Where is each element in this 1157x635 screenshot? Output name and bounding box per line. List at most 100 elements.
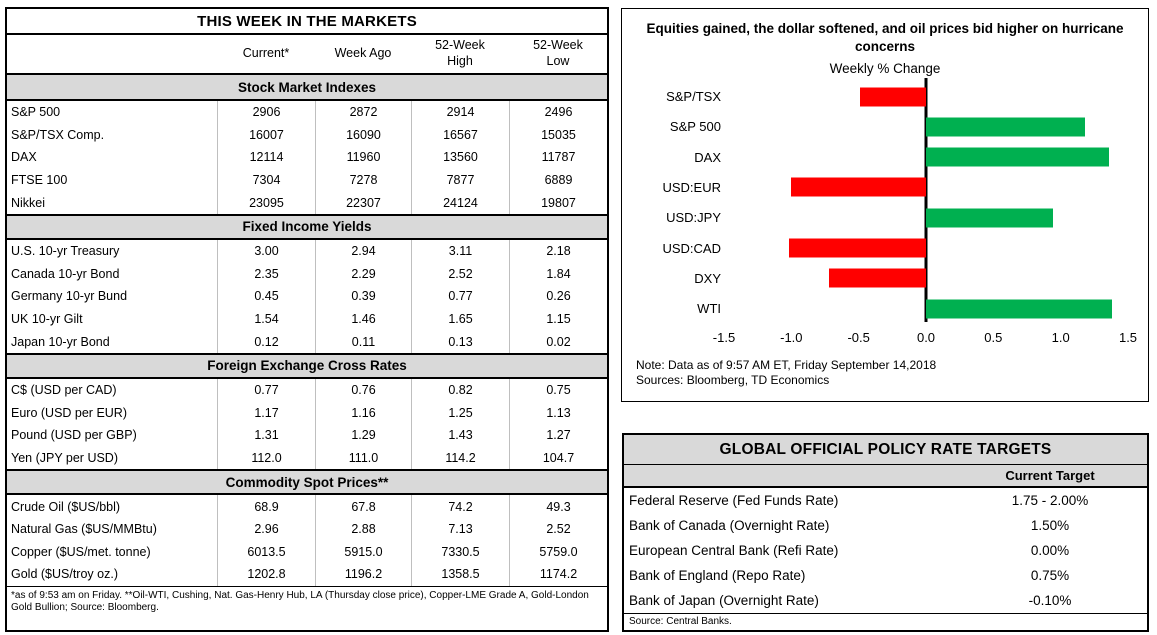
bar-track (724, 294, 1128, 324)
chart-title: Equities gained, the dollar softened, an… (646, 21, 1124, 55)
header-spacer (7, 35, 217, 73)
cell-52wk-low: 1.84 (509, 262, 607, 286)
cell-52wk-high: 74.2 (411, 495, 509, 518)
row-label: Crude Oil ($US/bbl) (11, 499, 121, 514)
table-row: Bank of Canada (Overnight Rate) 1.50% (624, 513, 1147, 538)
row-label: S&P 500 (11, 105, 61, 120)
table-row: UK 10-yr Gilt 1.54 1.46 1.65 1.15 (7, 307, 607, 331)
cell-current: 68.9 (217, 495, 315, 518)
cell-current: 2.96 (217, 517, 315, 541)
column-header-52wk-high: 52-Week High (435, 38, 485, 68)
category-label: USD:EUR (662, 179, 721, 195)
category-label: DAX (694, 149, 721, 165)
bar-usdeur (791, 177, 926, 197)
row-label: Germany 10-yr Bund (11, 289, 128, 304)
cell-52wk-low: 6889 (509, 168, 607, 192)
row-label: Federal Reserve (Fed Funds Rate) (629, 493, 839, 508)
cell-current: 0.12 (217, 330, 315, 353)
chart-plot-area: S&P/TSX S&P 500 DAX USD:EUR USD:JPY USD:… (622, 78, 1128, 324)
table-row: Japan 10-yr Bond 0.12 0.11 0.13 0.02 (7, 330, 607, 353)
cell-52wk-high: 114.2 (411, 446, 509, 470)
bar-dax (926, 147, 1110, 167)
cell-52wk-low: 2.18 (509, 239, 607, 263)
cell-52wk-low: 1.15 (509, 307, 607, 331)
table-row: S&P 500 2906 2872 2914 2496 (7, 101, 607, 124)
bar-track (724, 203, 1128, 233)
category-label: USD:JPY (666, 210, 721, 226)
chart-axis-label: Weekly % Change (829, 61, 941, 77)
cell-52wk-high: 13560 (411, 146, 509, 169)
bar-track (724, 112, 1128, 142)
weekly-change-chart: Equities gained, the dollar softened, an… (621, 8, 1149, 402)
cell-current: 0.77 (217, 378, 315, 402)
cell-52wk-high: 2.52 (411, 262, 509, 286)
cell-current: 1202.8 (217, 563, 315, 586)
table-row: Nikkei 23095 22307 24124 19807 (7, 191, 607, 214)
policy-table-header-row: Current Target (624, 465, 1147, 488)
cell-52wk-high: 7877 (411, 168, 509, 192)
cell-52wk-low: 19807 (509, 191, 607, 214)
cell-52wk-low: 11787 (509, 146, 607, 169)
markets-table-title: THIS WEEK IN THE MARKETS (7, 9, 607, 35)
axis-tick: 1.5 (1118, 329, 1138, 345)
cell-52wk-high: 1358.5 (411, 563, 509, 586)
row-label: Yen (JPY per USD) (11, 451, 118, 466)
cell-current: 6013.5 (217, 540, 315, 564)
zero-axis-line (924, 78, 928, 322)
cell-week-ago: 2.88 (315, 517, 411, 541)
cell-52wk-high: 0.13 (411, 330, 509, 353)
chart-bars-area (724, 78, 1128, 324)
cell-week-ago: 7278 (315, 168, 411, 192)
table-row: FTSE 100 7304 7278 7877 6889 (7, 168, 607, 192)
cell-52wk-low: 1174.2 (509, 563, 607, 586)
bar-dxy (829, 268, 926, 288)
bar-usdjpy (926, 208, 1053, 228)
table-row: U.S. 10-yr Treasury 3.00 2.94 3.11 2.18 (7, 239, 607, 263)
column-header-week-ago: Week Ago (334, 46, 392, 61)
section-header-fixed-income: Fixed Income Yields (7, 213, 607, 240)
cell-52wk-low: 2496 (509, 101, 607, 124)
row-label: Canada 10-yr Bond (11, 266, 120, 281)
category-label: DXY (694, 270, 721, 286)
row-label: Japan 10-yr Bond (11, 334, 110, 349)
section-header-fx-rates: Foreign Exchange Cross Rates (7, 352, 607, 379)
section-header-stock-indexes: Stock Market Indexes (7, 75, 607, 101)
row-label: FTSE 100 (11, 173, 68, 188)
axis-tick: -0.5 (847, 329, 870, 345)
cell-week-ago: 0.76 (315, 378, 411, 402)
row-label: Euro (USD per EUR) (11, 405, 127, 420)
cell-52wk-low: 0.75 (509, 378, 607, 402)
cell-week-ago: 5915.0 (315, 540, 411, 564)
table-row: Natural Gas ($US/MMBtu) 2.96 2.88 7.13 2… (7, 517, 607, 541)
cell-52wk-high: 1.25 (411, 401, 509, 425)
rate-value: 0.75% (1030, 568, 1070, 583)
cell-52wk-low: 5759.0 (509, 540, 607, 564)
table-row: European Central Bank (Refi Rate) 0.00% (624, 538, 1147, 563)
bar-sp500 (926, 117, 1085, 137)
row-label: Bank of England (Repo Rate) (629, 568, 806, 583)
markets-table-header-row: Current* Week Ago 52-Week High 52-Week L… (7, 35, 607, 75)
cell-52wk-high: 2914 (411, 101, 509, 124)
row-label: Gold ($US/troy oz.) (11, 567, 118, 582)
row-label: Bank of Japan (Overnight Rate) (629, 593, 819, 608)
table-row: Euro (USD per EUR) 1.17 1.16 1.25 1.13 (7, 401, 607, 425)
axis-tick: 0.0 (916, 329, 936, 345)
policy-rate-table: GLOBAL OFFICIAL POLICY RATE TARGETS Curr… (622, 433, 1149, 632)
category-label: WTI (697, 301, 721, 317)
cell-52wk-low: 0.26 (509, 285, 607, 308)
cell-week-ago: 2.94 (315, 239, 411, 263)
rate-value: 0.00% (1030, 543, 1070, 558)
table-row: C$ (USD per CAD) 0.77 0.76 0.82 0.75 (7, 378, 607, 402)
bar-track (724, 233, 1128, 263)
cell-current: 12114 (217, 146, 315, 169)
cell-52wk-high: 0.82 (411, 378, 509, 402)
chart-sources-line: Sources: Bloomberg, TD Economics (636, 372, 830, 387)
column-header-current-target: Current Target (1005, 468, 1095, 483)
row-label: Natural Gas ($US/MMBtu) (11, 522, 157, 537)
cell-52wk-high: 24124 (411, 191, 509, 214)
cell-week-ago: 67.8 (315, 495, 411, 518)
cell-week-ago: 111.0 (315, 446, 411, 470)
table-row: Bank of Japan (Overnight Rate) -0.10% (624, 588, 1147, 613)
cell-week-ago: 0.11 (315, 330, 411, 353)
cell-52wk-high: 7330.5 (411, 540, 509, 564)
